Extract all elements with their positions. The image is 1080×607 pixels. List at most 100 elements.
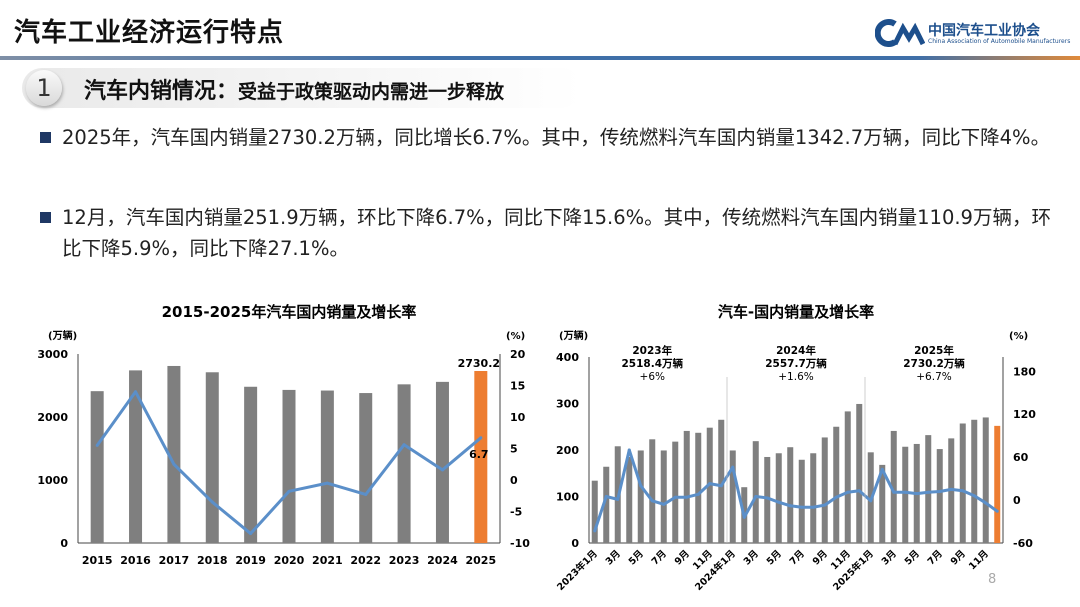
- y-axis-unit: (万辆): [559, 329, 588, 342]
- growth-point: [593, 529, 597, 533]
- y-tick-label: 400: [556, 351, 579, 364]
- section-subtitle: 受益于政策驱动内需进一步释放: [238, 81, 505, 103]
- growth-point: [325, 481, 329, 485]
- growth-point: [903, 490, 907, 494]
- growth-point: [440, 468, 444, 472]
- growth-point: [777, 500, 781, 504]
- y2-axis-unit: (%): [1009, 331, 1028, 342]
- growth-point: [949, 487, 953, 491]
- growth-point: [210, 500, 214, 504]
- bar: [167, 365, 181, 543]
- x-tick-label: 2025: [466, 554, 497, 567]
- x-tick-label: 7月: [788, 548, 807, 567]
- growth-point: [892, 490, 896, 494]
- year-annotation-total: 2730.2万辆: [903, 357, 965, 370]
- y-tick-label: 3000: [37, 348, 68, 361]
- section-number: 1: [26, 70, 62, 106]
- growth-point: [708, 482, 712, 486]
- growth-point: [811, 505, 815, 509]
- y-tick-label: 100: [556, 491, 579, 504]
- growth-point: [731, 465, 735, 469]
- y-tick-label: 0: [571, 537, 579, 550]
- y2-tick-label: -5: [510, 506, 522, 519]
- annual-sales-chart: 2015-2025年汽车国内销量及增长率 (万辆) (%) 0 1000 2000 3000…: [37, 303, 530, 567]
- y2-axis-unit: (%): [506, 331, 525, 342]
- year-annotation-year: 2024年: [776, 344, 816, 357]
- y2-tick-label: 60: [1013, 451, 1029, 464]
- bar-data-label: 2730.2: [458, 357, 500, 370]
- bar: [205, 372, 219, 543]
- bar: [626, 456, 633, 543]
- bar: [359, 393, 373, 543]
- x-tick-label: 11月: [967, 548, 991, 572]
- growth-point: [834, 495, 838, 499]
- growth-point: [627, 448, 631, 452]
- bar: [435, 381, 449, 543]
- bar: [902, 446, 909, 543]
- bar: [320, 390, 334, 543]
- growth-point: [880, 467, 884, 471]
- year-annotation-year: 2023年: [632, 344, 672, 357]
- growth-point: [938, 489, 942, 493]
- bar: [833, 426, 840, 543]
- growth-point: [95, 443, 99, 447]
- year-annotation-growth: +6.7%: [916, 371, 951, 383]
- section-banner: [22, 68, 582, 108]
- bar: [994, 425, 1001, 543]
- growth-point: [134, 390, 138, 394]
- y-tick-label: 0: [60, 537, 68, 550]
- x-tick-label: 2022: [350, 554, 381, 567]
- bar: [672, 441, 679, 543]
- header-divider: [0, 56, 1080, 60]
- section-title-main: 汽车内销情况：: [84, 79, 239, 104]
- x-tick-label: 7月: [650, 548, 669, 567]
- chart-title: 2015-2025年汽车国内销量及增长率: [162, 303, 417, 321]
- x-tick-label: 9月: [811, 548, 830, 567]
- year-annotation-total: 2518.4万辆: [621, 357, 683, 370]
- logo-cn: 中国汽车工业协会: [928, 23, 1040, 39]
- bar: [982, 417, 989, 543]
- growth-point: [823, 503, 827, 507]
- x-tick-label: 3月: [880, 548, 899, 567]
- growth-point: [662, 502, 666, 506]
- growth-point: [650, 499, 654, 503]
- y-axis-unit: (万辆): [48, 329, 77, 342]
- x-tick-label: 9月: [949, 548, 968, 567]
- bar: [683, 430, 690, 543]
- bar: [129, 370, 143, 543]
- growth-point: [479, 436, 483, 440]
- x-tick-label: 5月: [765, 548, 784, 567]
- bullet-square-icon: [40, 212, 51, 223]
- bar: [810, 453, 817, 543]
- x-tick-label: 2015: [82, 554, 113, 567]
- growth-line: [593, 448, 999, 532]
- bar: [637, 450, 644, 543]
- bullet-text: 12月，汽车国内销量251.9万辆，环比下降6.7%，同比下降15.6%。其中，…: [62, 206, 1051, 260]
- growth-point: [673, 495, 677, 499]
- bar: [729, 450, 736, 543]
- growth-point: [172, 462, 176, 466]
- monthly-sales-chart: 汽车-国内销量及增长率 (万辆) (%) 0 100 200 300 400 -60 0 60 120…: [555, 303, 1037, 593]
- x-tick-label: 2023: [389, 554, 420, 567]
- y2-tick-label: 10: [510, 411, 526, 424]
- x-tick-label: 2016: [120, 554, 151, 567]
- growth-point: [995, 509, 999, 513]
- bar: [890, 430, 897, 543]
- page-title: 汽车工业经济运行特点: [14, 18, 285, 48]
- x-tick-label: 2018: [197, 554, 228, 567]
- bar: [959, 423, 966, 543]
- cm-logo-icon: [874, 19, 926, 47]
- growth-point: [788, 504, 792, 508]
- y2-tick-label: -10: [510, 537, 530, 550]
- growth-point: [846, 490, 850, 494]
- bar: [925, 435, 932, 543]
- y2-tick-label: 5: [510, 443, 518, 456]
- bullet-item: 12月，汽车国内销量251.9万辆，环比下降6.7%，同比下降15.6%。其中，…: [40, 202, 1060, 264]
- bar: [244, 386, 258, 543]
- growth-point: [800, 505, 804, 509]
- y2-tick-label: -60: [1013, 537, 1033, 550]
- y-tick-label: 1000: [37, 474, 68, 487]
- bar: [90, 391, 104, 543]
- bar: [844, 411, 851, 543]
- growth-point: [984, 501, 988, 505]
